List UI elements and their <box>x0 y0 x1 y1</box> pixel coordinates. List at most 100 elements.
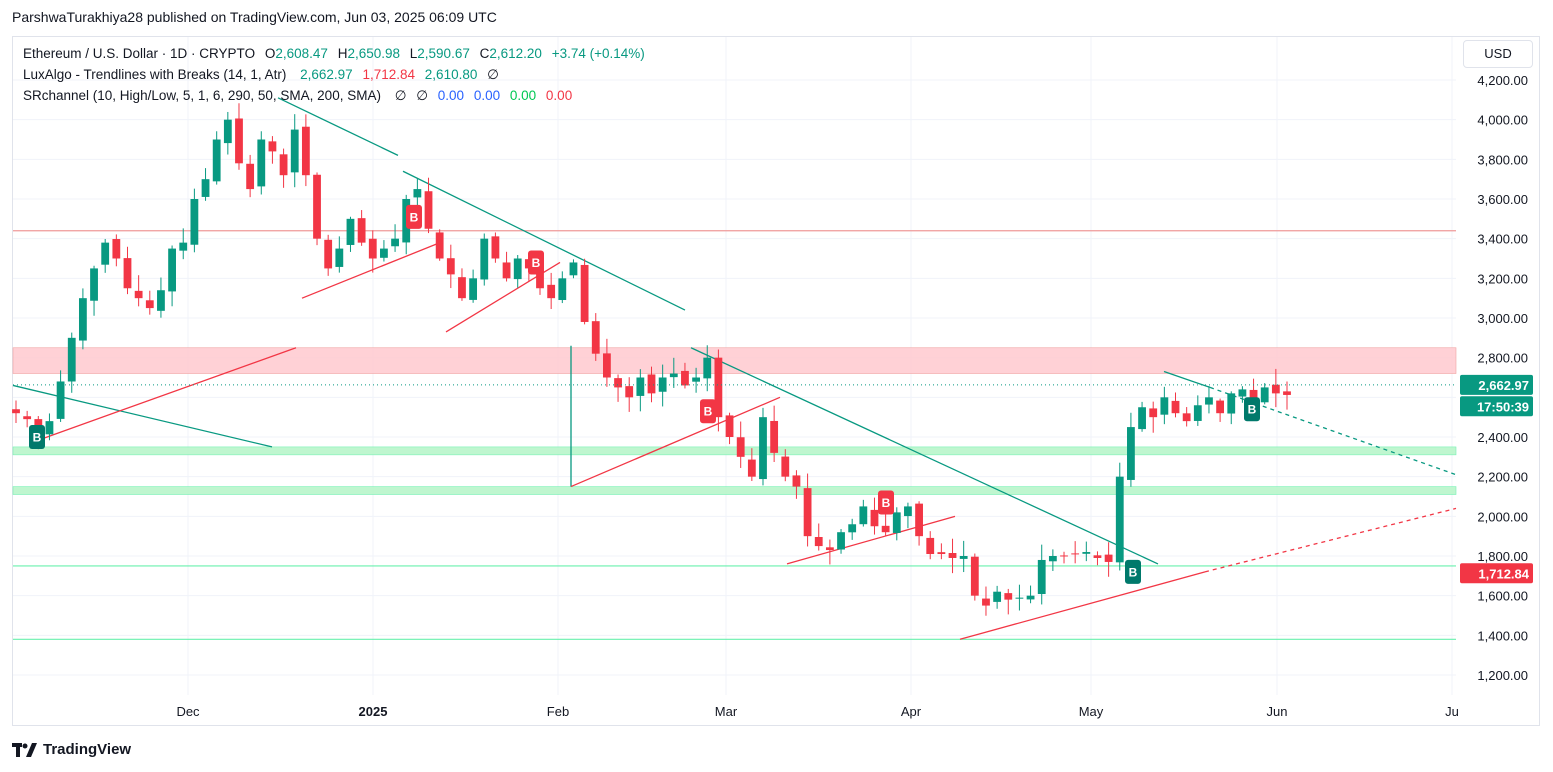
candle-body <box>970 556 979 596</box>
candle-body <box>536 268 544 289</box>
luxalgo-value-2: 1,712.84 <box>362 67 416 82</box>
trendline-up <box>786 515 956 565</box>
srchannel-value-2: ∅ <box>416 88 429 103</box>
candle-body <box>1182 413 1191 422</box>
candle-body <box>346 218 355 245</box>
candle-body <box>1015 597 1024 599</box>
candle-body <box>982 598 990 606</box>
candle-body <box>56 381 65 419</box>
support-zone <box>12 486 1457 495</box>
candle-body <box>837 532 845 550</box>
x-tick-label: May <box>1079 704 1104 719</box>
candle-body <box>1271 384 1280 394</box>
candle-body <box>591 321 600 354</box>
candle-body <box>235 118 243 164</box>
symbol-legend[interactable]: Ethereum / U.S. Dollar · 1D · CRYPTO O2,… <box>23 46 651 61</box>
candle-body <box>313 174 321 239</box>
last-price-badge-bg <box>1460 374 1533 395</box>
y-tick-label: 1,600.00 <box>1477 589 1528 604</box>
candle-body <box>112 239 121 259</box>
candle-body <box>870 509 879 527</box>
candle-body <box>904 506 912 517</box>
lower-trend-badge-bg <box>1460 563 1533 584</box>
x-tick-label: Mar <box>715 704 738 719</box>
candle-body <box>134 290 143 299</box>
candle-body <box>290 129 299 173</box>
indicator-luxalgo-name[interactable]: LuxAlgo - Trendlines with Breaks (14, 1,… <box>23 67 287 82</box>
candle-body <box>502 262 511 279</box>
candle-body <box>1004 593 1013 600</box>
candle-body <box>1082 552 1091 554</box>
candle-body <box>1216 400 1225 414</box>
candle-body <box>614 378 622 388</box>
candle-body <box>223 119 232 144</box>
candle-body <box>959 556 968 559</box>
support-zone <box>12 446 1457 456</box>
candle-body <box>212 139 221 182</box>
candle-body <box>101 242 110 265</box>
candle-body <box>1127 427 1135 480</box>
candle-body <box>480 238 489 280</box>
candle-body <box>1283 391 1291 395</box>
candle-body <box>569 262 578 276</box>
open-value: 2,608.47 <box>275 46 328 61</box>
lower-trend-badge: 1,712.84 <box>1478 566 1529 581</box>
candle-body <box>301 126 310 176</box>
trendline-down <box>1163 370 1211 389</box>
trendline-projection <box>1204 507 1457 573</box>
low-label: L <box>409 46 418 61</box>
candle-body <box>458 277 466 299</box>
break-label-text: B <box>1248 403 1257 417</box>
y-tick-label: 2,800.00 <box>1477 351 1528 366</box>
candle-body <box>580 264 589 322</box>
candle-body <box>558 278 567 301</box>
trendline-up <box>301 242 441 299</box>
chart-frame <box>12 36 1540 726</box>
candle-body <box>1238 389 1247 397</box>
candle-body <box>993 591 1002 602</box>
candle-body <box>1260 387 1269 403</box>
indicator-srchannel-legend[interactable]: SRchannel (10, High/Low, 5, 1, 6, 290, 5… <box>23 88 578 104</box>
indicator-srchannel-name[interactable]: SRchannel (10, High/Low, 5, 1, 6, 290, 5… <box>23 88 381 103</box>
candle-body <box>246 163 255 190</box>
candle-body <box>825 547 834 551</box>
candle-body <box>469 278 478 300</box>
x-tick-label: Jun <box>1267 704 1288 719</box>
candle-body <box>926 537 935 555</box>
candle-body <box>1026 595 1035 600</box>
trendline-down <box>690 347 1159 565</box>
symbol-title[interactable]: Ethereum / U.S. Dollar · 1D · CRYPTO <box>23 46 256 61</box>
tradingview-logo-icon <box>12 742 38 757</box>
srchannel-value-1: ∅ <box>394 88 407 103</box>
x-tick-label: Ju <box>1445 704 1459 719</box>
y-tick-label: 2,000.00 <box>1477 509 1528 524</box>
candle-body <box>736 437 745 457</box>
break-label-text: B <box>33 431 42 445</box>
srchannel-value-5: 0.00 <box>509 88 537 103</box>
trendline-up <box>959 571 1206 640</box>
candle-body <box>892 512 901 533</box>
candle-body <box>268 141 277 152</box>
x-tick-label: Feb <box>547 704 569 719</box>
tradingview-footer[interactable]: TradingView <box>12 741 131 758</box>
candle-body <box>157 290 165 311</box>
break-label-text: B <box>1129 565 1138 579</box>
luxalgo-value-3: 2,610.80 <box>424 67 478 82</box>
candle-body <box>681 370 689 386</box>
break-label-text: B <box>704 405 713 419</box>
candle-body <box>391 238 399 247</box>
close-label: C <box>479 46 490 61</box>
publisher-line: ParshwaTurakhiya28 published on TradingV… <box>12 9 497 25</box>
y-tick-label: 3,800.00 <box>1477 152 1528 167</box>
candle-body <box>603 353 611 378</box>
currency-selector[interactable]: USD <box>1463 40 1533 68</box>
indicator-luxalgo-legend[interactable]: LuxAlgo - Trendlines with Breaks (14, 1,… <box>23 67 505 83</box>
break-label-badge <box>528 250 544 275</box>
high-label: H <box>337 46 348 61</box>
y-tick-label: 2,200.00 <box>1477 470 1528 485</box>
candle-body <box>491 236 500 259</box>
candle-body <box>1037 559 1046 595</box>
candle-body <box>937 552 946 555</box>
candle-body <box>1193 405 1202 421</box>
